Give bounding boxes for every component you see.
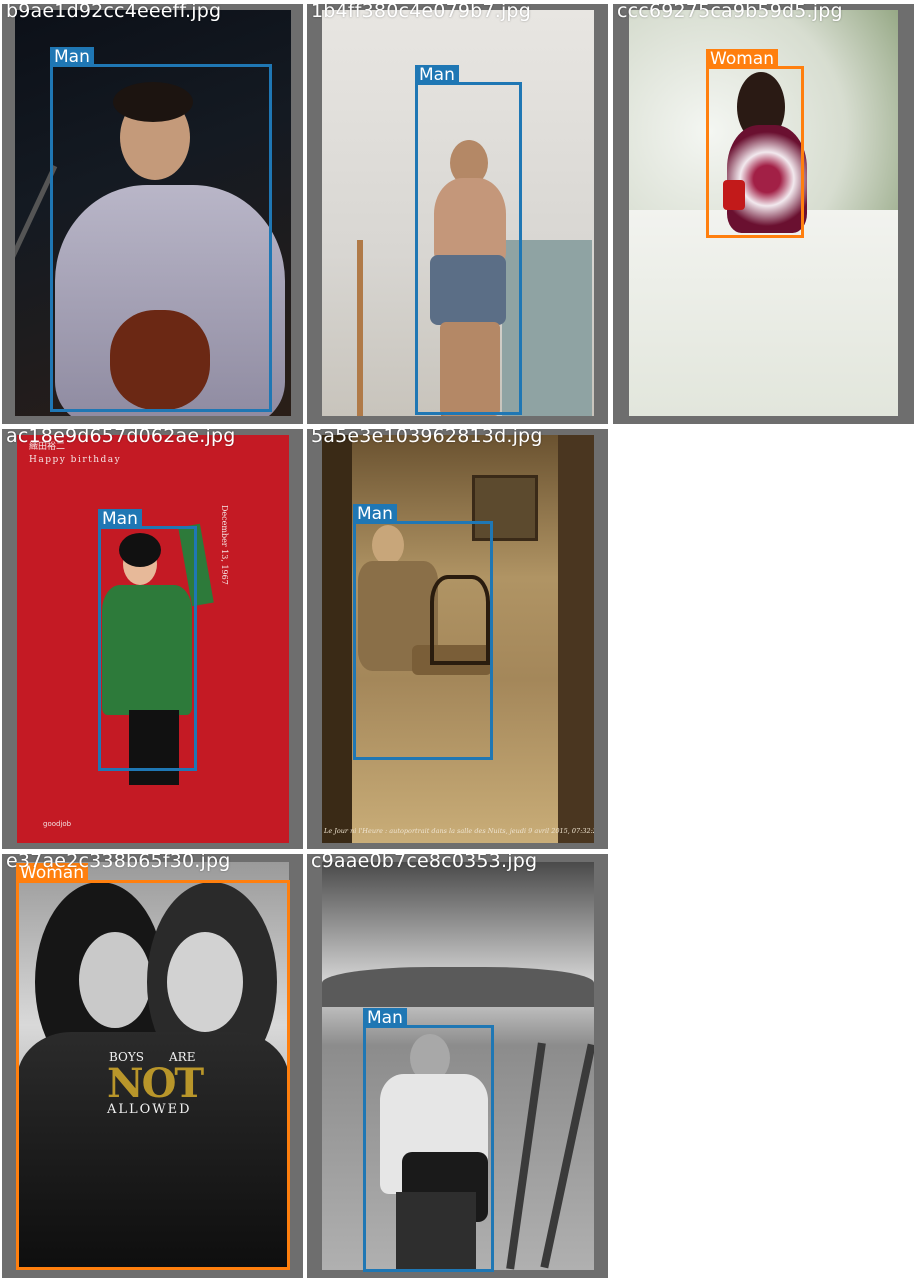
detection-box: Woman [706,49,804,238]
snow-foliage [629,210,898,416]
image-tile-4[interactable]: 織田裕二 Happy birthday December 13, 1967 go… [2,429,303,849]
photo [322,862,594,1270]
woman-right-face [167,932,243,1032]
photo: BOYS ARE NOT ALLOWED [17,862,289,1270]
rail-track [506,1042,546,1270]
detection-label: Man [353,504,397,524]
filename-label: ac18e9d657d062ae.jpg [6,429,236,447]
detection-label: Woman [16,863,88,883]
detection-box: Woman [16,863,290,1270]
doorframe-right [558,435,594,843]
man-legs [440,322,500,416]
wall-painting [472,475,538,541]
red-bag [723,180,745,210]
poster-name: 織田裕二 [29,442,66,452]
black-trousers [129,710,179,785]
image-tile-6[interactable]: BOYS ARE NOT ALLOWED e37ae2c338b65f30.jp… [2,854,303,1278]
detection-label: Woman [706,49,778,69]
photo [629,10,898,416]
green-coat [102,585,192,715]
man-torso [434,178,506,268]
filename-label: e37ae2c338b65f30.jpg [6,854,231,872]
filename-label: 5a5e3e103962813d.jpg [311,429,543,447]
detection-label: Man [363,1008,407,1028]
doorframe-left [322,435,352,843]
detection-box: Man [98,509,197,771]
poster-logo: goodjob [43,820,72,828]
filename-label: ccc69275ca9b59d5.jpg [617,4,843,22]
singer-hair [113,82,193,122]
image-tile-5[interactable]: Le Jour ni l'Heure : autoportrait dans l… [307,429,608,849]
window [502,240,592,416]
detection-label: Man [98,509,142,529]
man-head [372,525,404,565]
photo: Le Jour ni l'Heure : autoportrait dans l… [322,435,594,843]
poster-line1-left: BOYS [109,1050,145,1064]
photo [15,10,291,416]
image-tile-1[interactable]: b9ae1d92cc4eeeff.jpg Man [2,4,303,424]
denim-shorts [430,255,506,325]
image-tile-7[interactable]: c9aae0b7ce8c0353.jpg Man [307,854,608,1278]
detection-box: Man [50,47,272,412]
filename-label: b9ae1d92cc4eeeff.jpg [6,4,222,22]
chair [430,575,490,665]
poster-date: December 13, 1967 [220,505,229,585]
woman-left-face [79,932,151,1028]
poster-line3: ALLOWED [107,1102,192,1117]
detection-box: Man [353,504,493,760]
detection-label: Man [50,47,94,67]
poster-subtitle: Happy birthday [29,455,122,465]
guitar [110,310,210,410]
rail-track-2 [540,1043,594,1269]
detection-box: Man [415,65,522,415]
floral-dress [727,125,807,233]
image-tile-2[interactable]: 1b4ff380c4e079b7.jpg Man [307,4,608,424]
filename-label: 1b4ff380c4e079b7.jpg [311,4,531,22]
detection-label: Man [415,65,459,85]
trees [322,967,594,1007]
poster-line2: NOT [107,1060,204,1107]
figure-hair [119,533,161,567]
poster-line1-right: ARE [169,1050,196,1064]
image-tile-3[interactable]: ccc69275ca9b59d5.jpg Woman [613,4,914,424]
photo: 織田裕二 Happy birthday December 13, 1967 go… [17,435,289,843]
leather-jackets [17,1032,289,1270]
photo-caption: Le Jour ni l'Heure : autoportrait dans l… [324,827,594,835]
man-legs [396,1192,476,1270]
detection-box: Man [363,1008,494,1272]
filename-label: c9aae0b7ce8c0353.jpg [311,854,538,872]
